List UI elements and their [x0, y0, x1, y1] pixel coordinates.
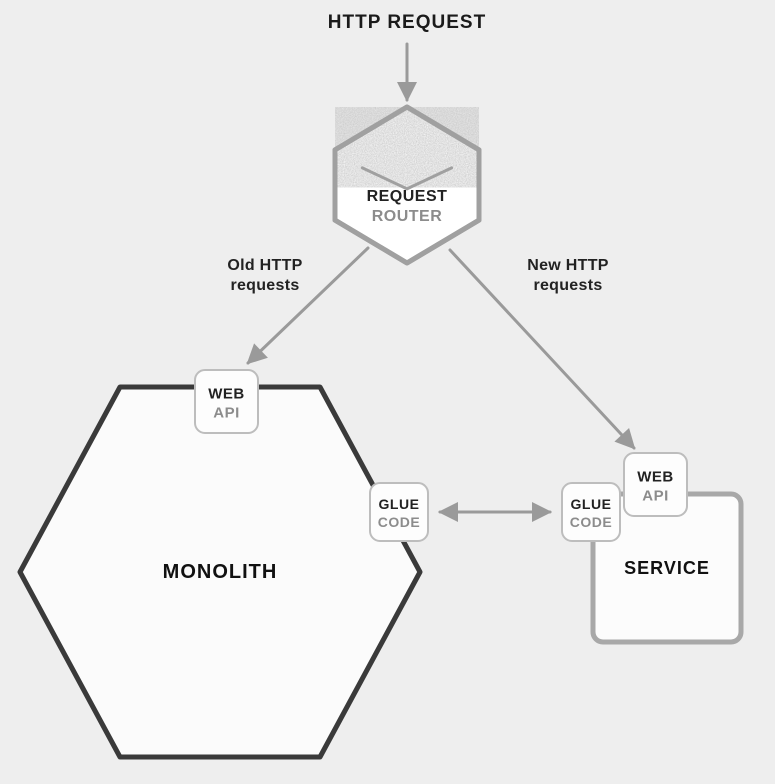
glue-code-monolith-box: GLUE CODE [370, 483, 428, 541]
router-label-bottom: ROUTER [372, 208, 443, 225]
web-api-monolith-box: WEB API [195, 370, 258, 433]
glue-code-monolith-box-label-top: GLUE [379, 496, 420, 512]
glue-code-monolith-box-label-bottom: CODE [378, 514, 420, 530]
web-api-service-box-label-bottom: API [642, 488, 669, 505]
diagram-title: HTTP REQUEST [328, 12, 486, 33]
router-label-top: REQUEST [367, 188, 448, 205]
monolith-label: MONOLITH [163, 561, 278, 583]
web-api-service-box: WEB API [624, 453, 687, 516]
web-api-service-box-label-top: WEB [637, 469, 674, 486]
edge-router-to-service-label-1: New HTTP [527, 257, 609, 274]
web-api-monolith-box-label-bottom: API [213, 405, 240, 422]
glue-code-service-box-label-bottom: CODE [570, 514, 612, 530]
architecture-diagram: HTTP REQUEST MONOLITH SERVICE REQUEST RO… [0, 0, 775, 784]
glue-code-service-box: GLUE CODE [562, 483, 620, 541]
edge-router-to-service-label-2: requests [533, 277, 602, 294]
web-api-monolith-box-label-top: WEB [208, 386, 245, 403]
glue-code-service-box-label-top: GLUE [571, 496, 612, 512]
service-label: SERVICE [624, 558, 710, 578]
edge-router-to-monolith-label-1: Old HTTP [227, 257, 302, 274]
edge-router-to-monolith-label-2: requests [230, 277, 299, 294]
